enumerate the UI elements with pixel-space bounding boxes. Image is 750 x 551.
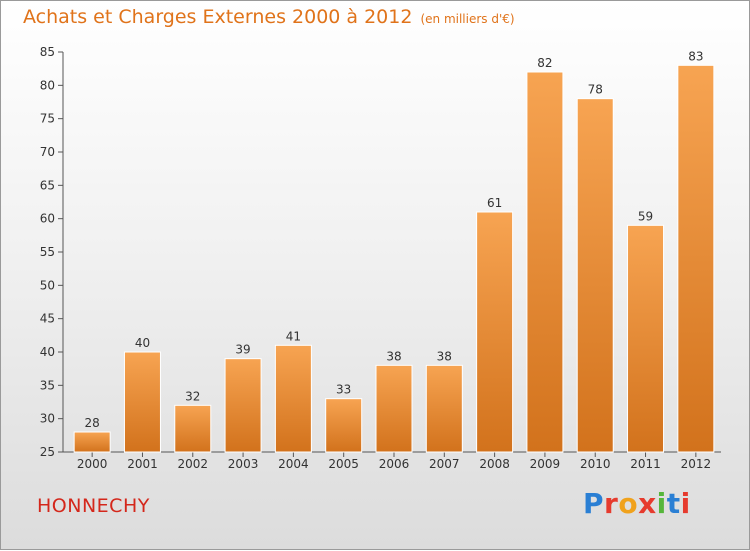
y-tick-label: 80 [40, 78, 55, 92]
data-label-2012: 83 [688, 49, 703, 63]
data-label-2001: 40 [135, 336, 150, 350]
x-tick-label-2006: 2006 [379, 457, 410, 471]
bar-2012 [677, 64, 715, 453]
y-tick-label: 25 [40, 445, 55, 459]
y-tick-label: 55 [40, 245, 55, 259]
bar-2008 [476, 211, 514, 453]
y-tick-label: 60 [40, 212, 55, 226]
logo-letter: r [604, 487, 619, 520]
bar-2006 [375, 364, 413, 453]
x-tick-label-2002: 2002 [177, 457, 208, 471]
x-tick-label-2003: 2003 [228, 457, 259, 471]
bar-2007 [425, 364, 463, 453]
y-tick-label: 30 [40, 412, 55, 426]
bar-2005 [325, 398, 363, 453]
bar-2009 [526, 71, 564, 453]
city-name: HONNECHY [37, 495, 150, 517]
data-label-2002: 32 [185, 389, 200, 403]
x-tick-label-2010: 2010 [580, 457, 611, 471]
x-tick-label-2004: 2004 [278, 457, 309, 471]
bar-2010 [576, 98, 614, 453]
data-label-2009: 82 [537, 56, 552, 70]
logo-letter: o [618, 487, 639, 520]
x-tick-label-2000: 2000 [77, 457, 108, 471]
x-tick-label-2005: 2005 [328, 457, 359, 471]
chart-title: Achats et Charges Externes 2000 à 2012 (e… [23, 6, 515, 28]
bar-2003 [224, 358, 262, 453]
bar-2004 [274, 344, 312, 453]
x-tick-label-2011: 2011 [630, 457, 661, 471]
x-tick-label-2008: 2008 [479, 457, 510, 471]
data-label-2005: 33 [336, 383, 351, 397]
y-tick-label: 45 [40, 312, 55, 326]
chart-unit: (en milliers d'€) [420, 12, 515, 26]
bar-2001 [123, 351, 161, 453]
logo-letter: P [583, 487, 605, 520]
logo-letter: i [680, 487, 691, 520]
x-tick-label-2007: 2007 [429, 457, 460, 471]
bar-2000 [73, 431, 111, 453]
data-label-2008: 61 [487, 196, 502, 210]
bar-2002 [174, 404, 212, 453]
proxiti-logo: Proxiti [583, 487, 691, 520]
y-tick-label: 65 [40, 178, 55, 192]
x-tick-label-2012: 2012 [681, 457, 712, 471]
logo-letter: x [638, 487, 657, 520]
y-tick-label: 70 [40, 145, 55, 159]
data-label-2003: 39 [235, 343, 250, 357]
y-tick-label: 40 [40, 345, 55, 359]
x-tick-label-2001: 2001 [127, 457, 158, 471]
y-tick-label: 75 [40, 112, 55, 126]
data-label-2010: 78 [588, 83, 603, 97]
logo-letter: i [656, 487, 667, 520]
y-tick-label: 35 [40, 378, 55, 392]
logo-letter: t [666, 487, 681, 520]
data-label-2004: 41 [286, 329, 301, 343]
x-tick-label-2009: 2009 [530, 457, 561, 471]
bar-2011 [627, 224, 665, 453]
y-tick-label: 85 [40, 45, 55, 59]
data-label-2000: 28 [85, 416, 100, 430]
data-label-2007: 38 [437, 349, 452, 363]
chart-title-text: Achats et Charges Externes 2000 à 2012 [23, 6, 413, 28]
data-label-2011: 59 [638, 209, 653, 223]
data-label-2006: 38 [386, 349, 401, 363]
y-tick-label: 50 [40, 278, 55, 292]
